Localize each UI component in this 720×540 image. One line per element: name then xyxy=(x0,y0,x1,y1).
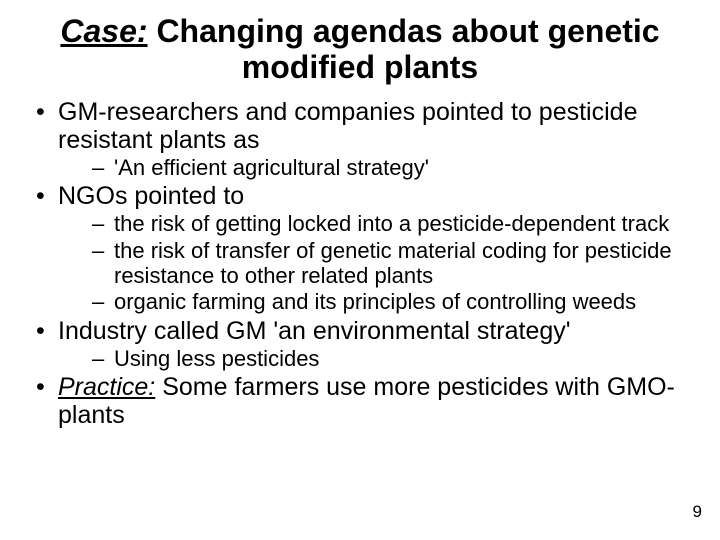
bullet-4-practice-label: Practice: xyxy=(58,373,155,401)
bullet-2: NGOs pointed to the risk of getting lock… xyxy=(30,182,690,315)
bullet-list: GM-researchers and companies pointed to … xyxy=(30,98,690,430)
bullet-1-text: GM-researchers and companies pointed to … xyxy=(58,98,637,154)
bullet-2-sub-1: the risk of getting locked into a pestic… xyxy=(58,212,690,237)
bullet-1-sub-1: 'An efficient agricultural strategy' xyxy=(58,156,690,181)
bullet-1-sublist: 'An efficient agricultural strategy' xyxy=(58,156,690,181)
bullet-3-sublist: Using less pesticides xyxy=(58,347,690,372)
bullet-2-text: NGOs pointed to xyxy=(58,182,244,210)
title-case-label: Case: xyxy=(60,13,147,49)
page-number: 9 xyxy=(693,502,702,522)
bullet-3-text: Industry called GM 'an environmental str… xyxy=(58,317,571,345)
bullet-4: Practice: Some farmers use more pesticid… xyxy=(30,373,690,429)
bullet-2-sub-2: the risk of transfer of genetic material… xyxy=(58,239,690,288)
slide-title: Case: Changing agendas about genetic mod… xyxy=(30,14,690,86)
slide: Case: Changing agendas about genetic mod… xyxy=(0,0,720,540)
bullet-2-sublist: the risk of getting locked into a pestic… xyxy=(58,212,690,315)
bullet-2-sub-3: organic farming and its principles of co… xyxy=(58,290,690,315)
title-rest: Changing agendas about genetic modified … xyxy=(148,13,660,85)
bullet-3-sub-1: Using less pesticides xyxy=(58,347,690,372)
bullet-3: Industry called GM 'an environmental str… xyxy=(30,317,690,372)
bullet-1: GM-researchers and companies pointed to … xyxy=(30,98,690,181)
